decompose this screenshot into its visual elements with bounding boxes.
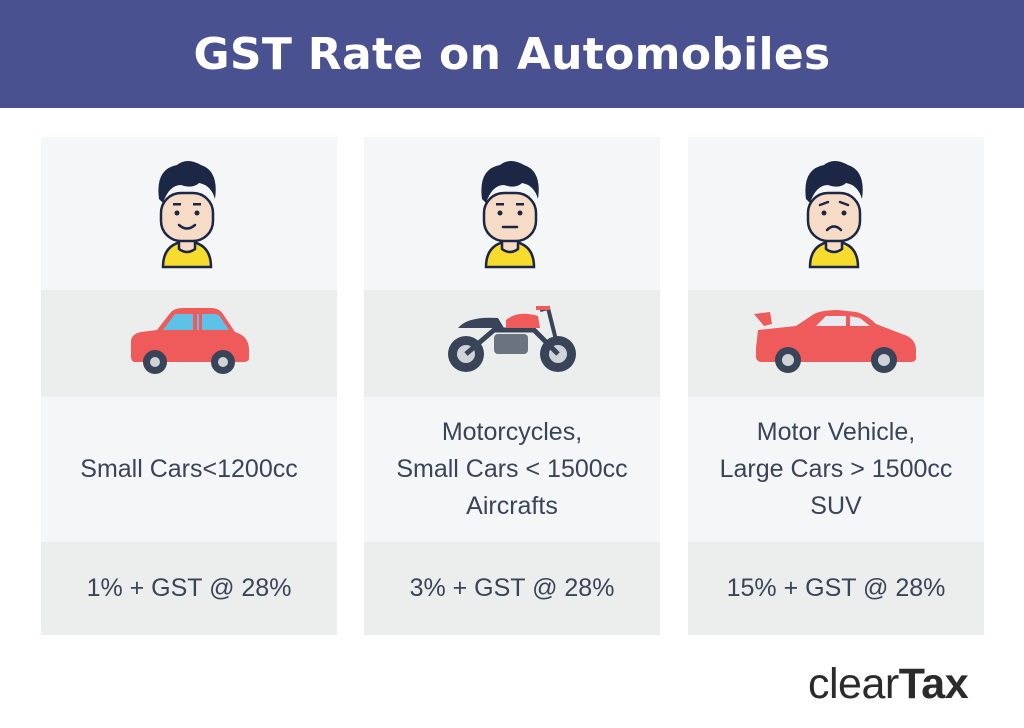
column-small-cars: Small Cars<1200cc 1% + GST @ 28% xyxy=(41,137,337,635)
neutral-face-icon xyxy=(481,161,539,269)
header-banner: GST Rate on Automobiles xyxy=(0,0,1024,108)
category-label: Motor Vehicle, Large Cars > 1500cc SUV xyxy=(720,414,953,525)
category-line: Motorcycles, xyxy=(441,418,583,446)
column-motorcycles: Motorcycles, Small Cars < 1500cc Aircraf… xyxy=(364,137,660,635)
category-line: Small Cars<1200cc xyxy=(80,455,298,483)
category-line: Aircrafts xyxy=(466,492,558,520)
category-label: Small Cars<1200cc xyxy=(80,451,297,488)
rate-band: 15% + GST @ 28% xyxy=(688,542,984,635)
category-line: Motor Vehicle, xyxy=(756,418,916,446)
category-line: Large Cars > 1500cc xyxy=(719,455,953,483)
category-label-band: Motorcycles, Small Cars < 1500cc Aircraf… xyxy=(364,397,660,542)
person-band xyxy=(688,137,984,290)
rate-text: 1% + GST @ 28% xyxy=(86,574,292,602)
category-label-band: Small Cars<1200cc xyxy=(41,397,337,542)
vehicle-band xyxy=(364,290,660,397)
cleartax-logo: clear Tax xyxy=(808,660,969,710)
sad-face-icon xyxy=(805,161,863,269)
category-label-band: Motor Vehicle, Large Cars > 1500cc SUV xyxy=(688,397,984,542)
small-car-icon xyxy=(131,308,249,374)
logo-text-tax: Tax xyxy=(898,660,969,708)
category-line: SUV xyxy=(810,492,862,520)
page-title: GST Rate on Automobiles xyxy=(193,28,831,80)
motorcycle-icon xyxy=(448,305,576,372)
person-band xyxy=(41,137,337,290)
sports-car-icon xyxy=(754,310,916,373)
rate-band: 3% + GST @ 28% xyxy=(364,542,660,635)
rate-text: 15% + GST @ 28% xyxy=(726,574,946,602)
category-line: Small Cars < 1500cc xyxy=(396,455,628,483)
person-band xyxy=(364,137,660,290)
category-label: Motorcycles, Small Cars < 1500cc Aircraf… xyxy=(396,414,627,525)
rate-text: 3% + GST @ 28% xyxy=(409,574,615,602)
logo-text-clear: clear xyxy=(808,660,899,708)
happy-face-icon xyxy=(158,161,216,269)
rate-band: 1% + GST @ 28% xyxy=(41,542,337,635)
vehicle-band xyxy=(41,290,337,397)
column-large-vehicles: Motor Vehicle, Large Cars > 1500cc SUV 1… xyxy=(688,137,984,635)
vehicle-band xyxy=(688,290,984,397)
